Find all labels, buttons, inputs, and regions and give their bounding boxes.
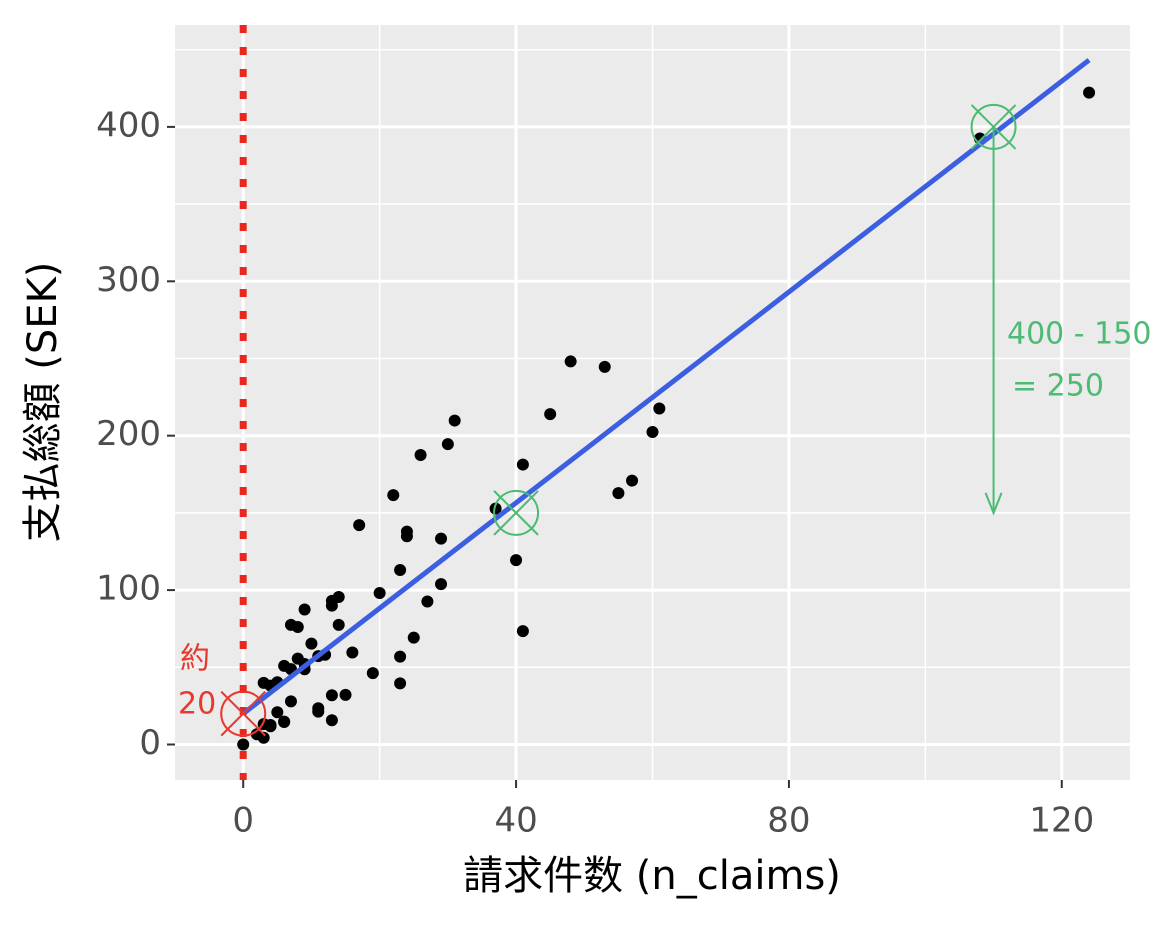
point	[448, 414, 461, 427]
point	[278, 659, 291, 672]
point	[257, 676, 270, 689]
point	[353, 519, 366, 532]
point	[387, 489, 400, 502]
point	[394, 650, 407, 663]
annotation: 約	[180, 642, 210, 677]
point	[510, 554, 523, 567]
point	[646, 425, 659, 438]
point	[237, 738, 250, 751]
point	[626, 474, 639, 487]
point	[544, 408, 557, 421]
point	[278, 715, 291, 728]
fit-line	[241, 58, 1091, 716]
highlight-circle	[493, 489, 540, 536]
point	[421, 595, 434, 608]
x-tick-label: 120	[1029, 801, 1094, 841]
highlight-circle	[220, 690, 267, 737]
y-tick-label: 200	[96, 414, 161, 454]
highlight-cross	[220, 690, 266, 737]
point	[489, 502, 502, 515]
x-tick-label: 0	[232, 801, 254, 841]
point	[598, 360, 611, 373]
point	[1083, 86, 1096, 99]
point	[435, 532, 448, 545]
point	[339, 688, 352, 701]
point	[394, 564, 407, 577]
point	[284, 695, 297, 708]
y-tick-label: 400	[96, 105, 161, 145]
x-tick-label: 80	[767, 801, 810, 841]
point	[435, 578, 448, 591]
arrow-head	[984, 492, 1003, 516]
point	[564, 355, 577, 368]
point	[400, 525, 413, 538]
point	[441, 438, 454, 451]
point	[312, 705, 325, 718]
point	[516, 458, 529, 471]
point	[291, 652, 304, 665]
point	[516, 625, 529, 638]
point	[325, 689, 338, 702]
point	[332, 618, 345, 631]
y-tick-label: 100	[96, 569, 161, 609]
point	[653, 402, 666, 415]
y-tick-label: 0	[139, 723, 161, 763]
point	[366, 667, 379, 680]
point	[394, 677, 407, 690]
annotation: = 250	[1012, 369, 1104, 404]
point	[332, 591, 345, 604]
x-axis-title: 請求件数 (n_claims)	[463, 853, 841, 899]
highlight-cross	[493, 490, 539, 536]
point	[305, 637, 318, 650]
point	[271, 706, 284, 719]
point	[414, 448, 427, 461]
point	[346, 646, 359, 659]
annotation: 400 - 150	[1007, 317, 1151, 352]
point	[264, 719, 277, 732]
point	[373, 587, 386, 600]
point	[257, 731, 270, 744]
point	[291, 620, 304, 633]
x-tick-label: 40	[494, 801, 537, 841]
annotation: 20	[178, 687, 216, 722]
point	[298, 603, 311, 616]
point	[407, 631, 420, 644]
point	[325, 714, 338, 727]
y-tick-label: 300	[96, 260, 161, 300]
y-axis-title: 支払総額 (SEK)	[20, 262, 66, 543]
point	[612, 487, 625, 500]
